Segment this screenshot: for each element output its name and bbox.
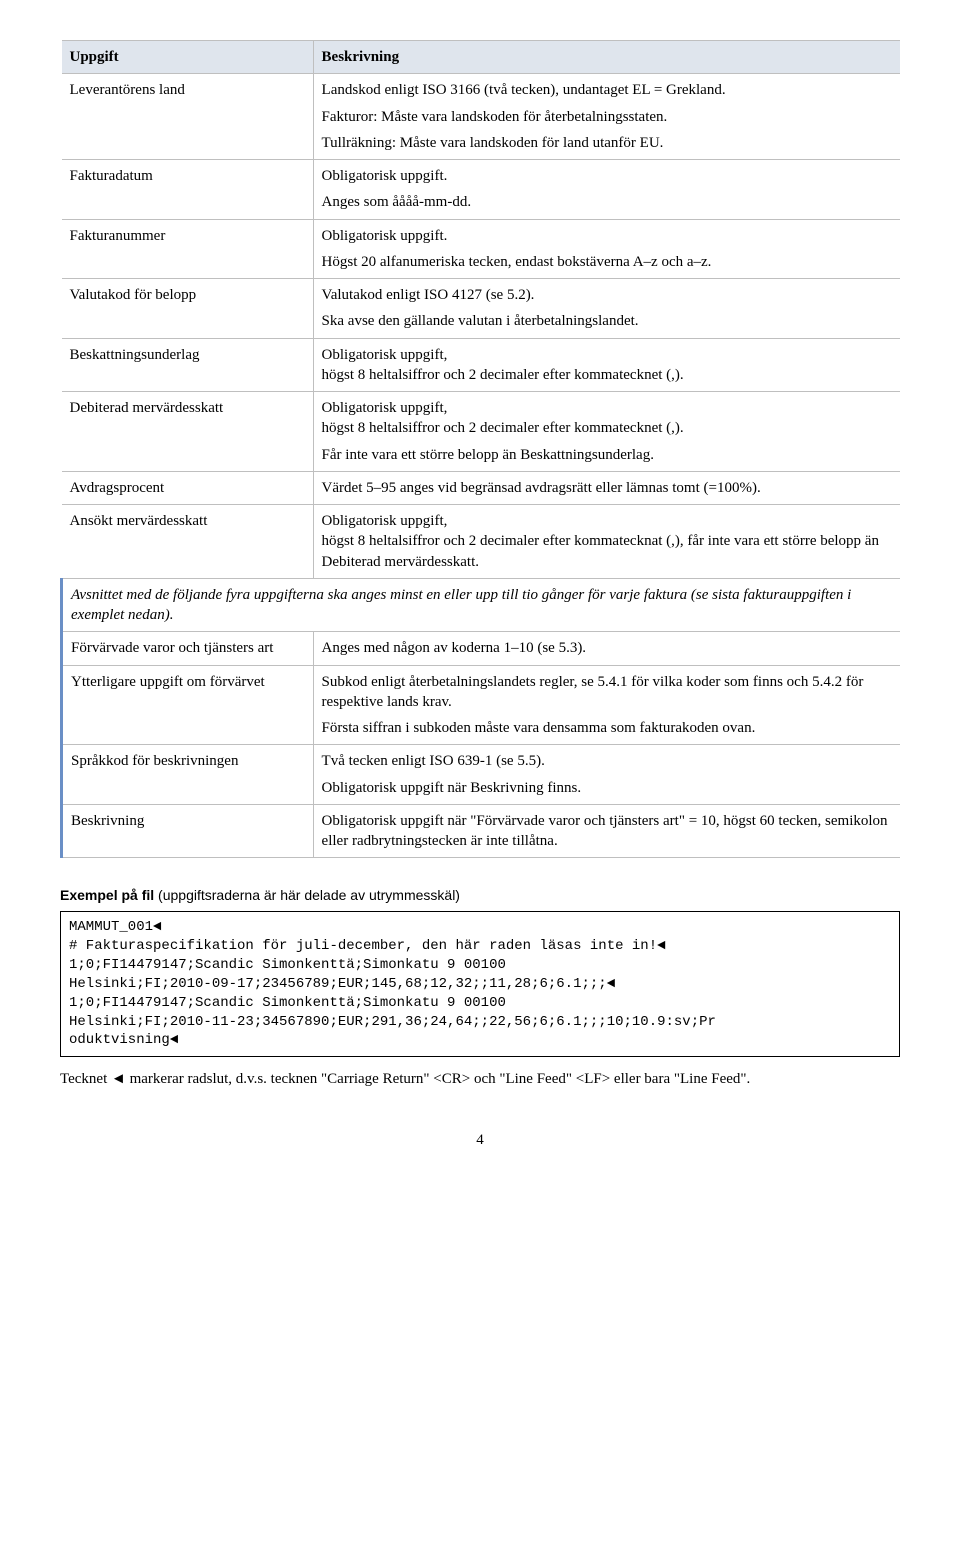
example-title-bold: Exempel på fil xyxy=(60,887,154,903)
field-description: Valutakod enligt ISO 4127 (se 5.2). Ska a… xyxy=(313,279,900,339)
field-label: Språkkod för beskrivningen xyxy=(62,745,314,805)
example-code-block: MAMMUT_001◄ # Fakturaspecifikation för j… xyxy=(60,911,900,1057)
description-line: högst 8 heltalsiffror och 2 decimaler ef… xyxy=(322,531,892,572)
field-description: Obligatorisk uppgift. Anges som åååå-mm-d… xyxy=(313,160,900,220)
example-heading: Exempel på fil (uppgiftsraderna är här d… xyxy=(60,886,900,905)
field-label: Avdragsprocent xyxy=(62,471,314,504)
section-note: Avsnittet med de följande fyra uppgifter… xyxy=(62,578,901,632)
field-description: Värdet 5–95 anges vid begränsad avdragsr… xyxy=(313,471,900,504)
description-line: Första siffran i subkoden måste vara den… xyxy=(322,718,892,738)
description-line: Landskod enligt ISO 3166 (två tecken), u… xyxy=(322,80,892,100)
description-line: Obligatorisk uppgift, xyxy=(322,398,892,418)
field-label: Leverantörens land xyxy=(62,74,314,160)
description-line: Två tecken enligt ISO 639-1 (se 5.5). xyxy=(322,751,892,771)
description-line: Anges som åååå-mm-dd. xyxy=(322,192,892,212)
definitions-table: UppgiftBeskrivningLeverantörens landLand… xyxy=(60,40,900,858)
field-description: Obligatorisk uppgift. Högst 20 alfanumeri… xyxy=(313,219,900,279)
field-label: Beskrivning xyxy=(62,804,314,858)
field-label: Ytterligare uppgift om förvärvet xyxy=(62,665,314,745)
description-line: Högst 20 alfanumeriska tecken, endast bo… xyxy=(322,252,892,272)
description-line: högst 8 heltalsiffror och 2 decimaler ef… xyxy=(322,418,892,438)
field-description: Obligatorisk uppgift,högst 8 heltalsiffr… xyxy=(313,392,900,472)
field-label: Valutakod för belopp xyxy=(62,279,314,339)
description-line: Obligatorisk uppgift. xyxy=(322,166,892,186)
field-label: Fakturanummer xyxy=(62,219,314,279)
footer-note: Tecknet ◄ markerar radslut, d.v.s. teckn… xyxy=(60,1069,900,1089)
field-label: Debiterad mervärdesskatt xyxy=(62,392,314,472)
field-label: Förvärvade varor och tjänsters art xyxy=(62,632,314,665)
field-description: Två tecken enligt ISO 639-1 (se 5.5). Obl… xyxy=(313,745,900,805)
page-number: 4 xyxy=(60,1130,900,1150)
description-line: Obligatorisk uppgift när "Förvärvade var… xyxy=(322,811,892,852)
description-line: Fakturor: Måste vara landskoden för åter… xyxy=(322,107,892,127)
field-description: Obligatorisk uppgift,högst 8 heltalsiffr… xyxy=(313,338,900,392)
description-line: Får inte vara ett större belopp än Beska… xyxy=(322,445,892,465)
description-line: Obligatorisk uppgift när Beskrivning fin… xyxy=(322,778,892,798)
field-description: Obligatorisk uppgift,högst 8 heltalsiffr… xyxy=(313,505,900,579)
description-line: Värdet 5–95 anges vid begränsad avdragsr… xyxy=(322,478,892,498)
description-line: Subkod enligt återbetalningslandets regl… xyxy=(322,672,892,713)
description-line: Obligatorisk uppgift. xyxy=(322,226,892,246)
description-line: Anges med någon av koderna 1–10 (se 5.3)… xyxy=(322,638,892,658)
description-line: högst 8 heltalsiffror och 2 decimaler ef… xyxy=(322,365,892,385)
field-label: Ansökt mervärdesskatt xyxy=(62,505,314,579)
table-header-col1: Uppgift xyxy=(62,41,314,74)
field-label: Fakturadatum xyxy=(62,160,314,220)
description-line: Obligatorisk uppgift, xyxy=(322,345,892,365)
description-line: Ska avse den gällande valutan i återbeta… xyxy=(322,311,892,331)
example-title-paren: (uppgiftsraderna är här delade av utrymm… xyxy=(154,887,460,903)
field-description: Landskod enligt ISO 3166 (två tecken), u… xyxy=(313,74,900,160)
field-description: Obligatorisk uppgift när "Förvärvade var… xyxy=(313,804,900,858)
field-description: Anges med någon av koderna 1–10 (se 5.3)… xyxy=(313,632,900,665)
description-line: Obligatorisk uppgift, xyxy=(322,511,892,531)
table-header-col2: Beskrivning xyxy=(313,41,900,74)
field-label: Beskattningsunderlag xyxy=(62,338,314,392)
description-line: Valutakod enligt ISO 4127 (se 5.2). xyxy=(322,285,892,305)
field-description: Subkod enligt återbetalningslandets regl… xyxy=(313,665,900,745)
description-line: Tullräkning: Måste vara landskoden för l… xyxy=(322,133,892,153)
